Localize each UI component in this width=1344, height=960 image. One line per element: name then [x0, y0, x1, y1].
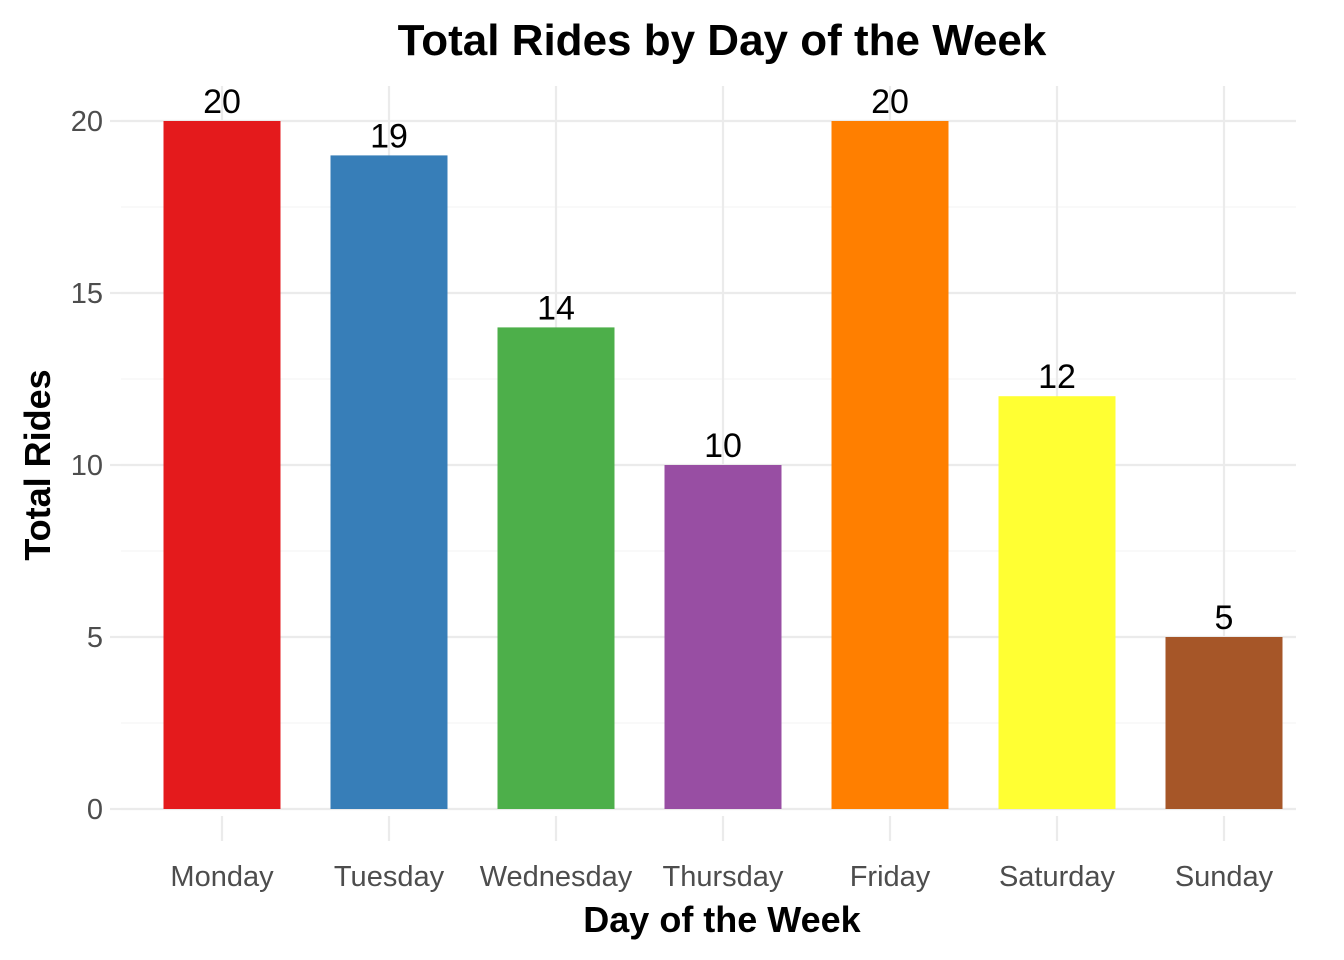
x-tick-label-saturday: Saturday	[999, 861, 1116, 893]
x-tick-label-wednesday: Wednesday	[480, 861, 633, 893]
data-label-wednesday: 14	[537, 289, 575, 327]
bar-thursday	[664, 465, 782, 809]
bar-sunday	[1165, 637, 1283, 809]
data-label-friday: 20	[871, 83, 909, 121]
bar-tuesday	[330, 155, 448, 809]
y-tick-label-0: 0	[87, 794, 103, 826]
x-tick-label-sunday: Sunday	[1175, 861, 1274, 893]
bars	[163, 121, 1283, 809]
data-label-sunday: 5	[1215, 599, 1234, 637]
y-axis-ticks: 0 5 10 15 20	[71, 106, 121, 826]
chart-title: Total Rides by Day of the Week	[398, 16, 1047, 65]
data-label-saturday: 12	[1038, 358, 1076, 396]
data-label-tuesday: 19	[370, 117, 408, 155]
bar-saturday	[998, 396, 1116, 809]
bar-friday	[831, 121, 949, 809]
data-labels: 20 19 14 10 20 12 5	[203, 83, 1233, 637]
y-tick-label-20: 20	[71, 106, 103, 138]
data-label-thursday: 10	[704, 427, 742, 465]
x-tick-label-monday: Monday	[170, 861, 274, 893]
x-tick-label-tuesday: Tuesday	[334, 861, 445, 893]
x-axis-ticks: Monday Tuesday Wednesday Thursday Friday Satu…	[170, 816, 1274, 893]
x-axis-title: Day of the Week	[583, 899, 861, 940]
data-label-monday: 20	[203, 83, 241, 121]
y-axis-title: Total Rides	[17, 369, 58, 560]
bar-wednesday	[497, 327, 615, 809]
y-tick-label-15: 15	[71, 278, 103, 310]
x-tick-label-friday: Friday	[850, 861, 931, 893]
x-tick-label-thursday: Thursday	[663, 861, 784, 893]
bar-monday	[163, 121, 281, 809]
y-tick-label-5: 5	[87, 622, 103, 654]
y-tick-label-10: 10	[71, 450, 103, 482]
